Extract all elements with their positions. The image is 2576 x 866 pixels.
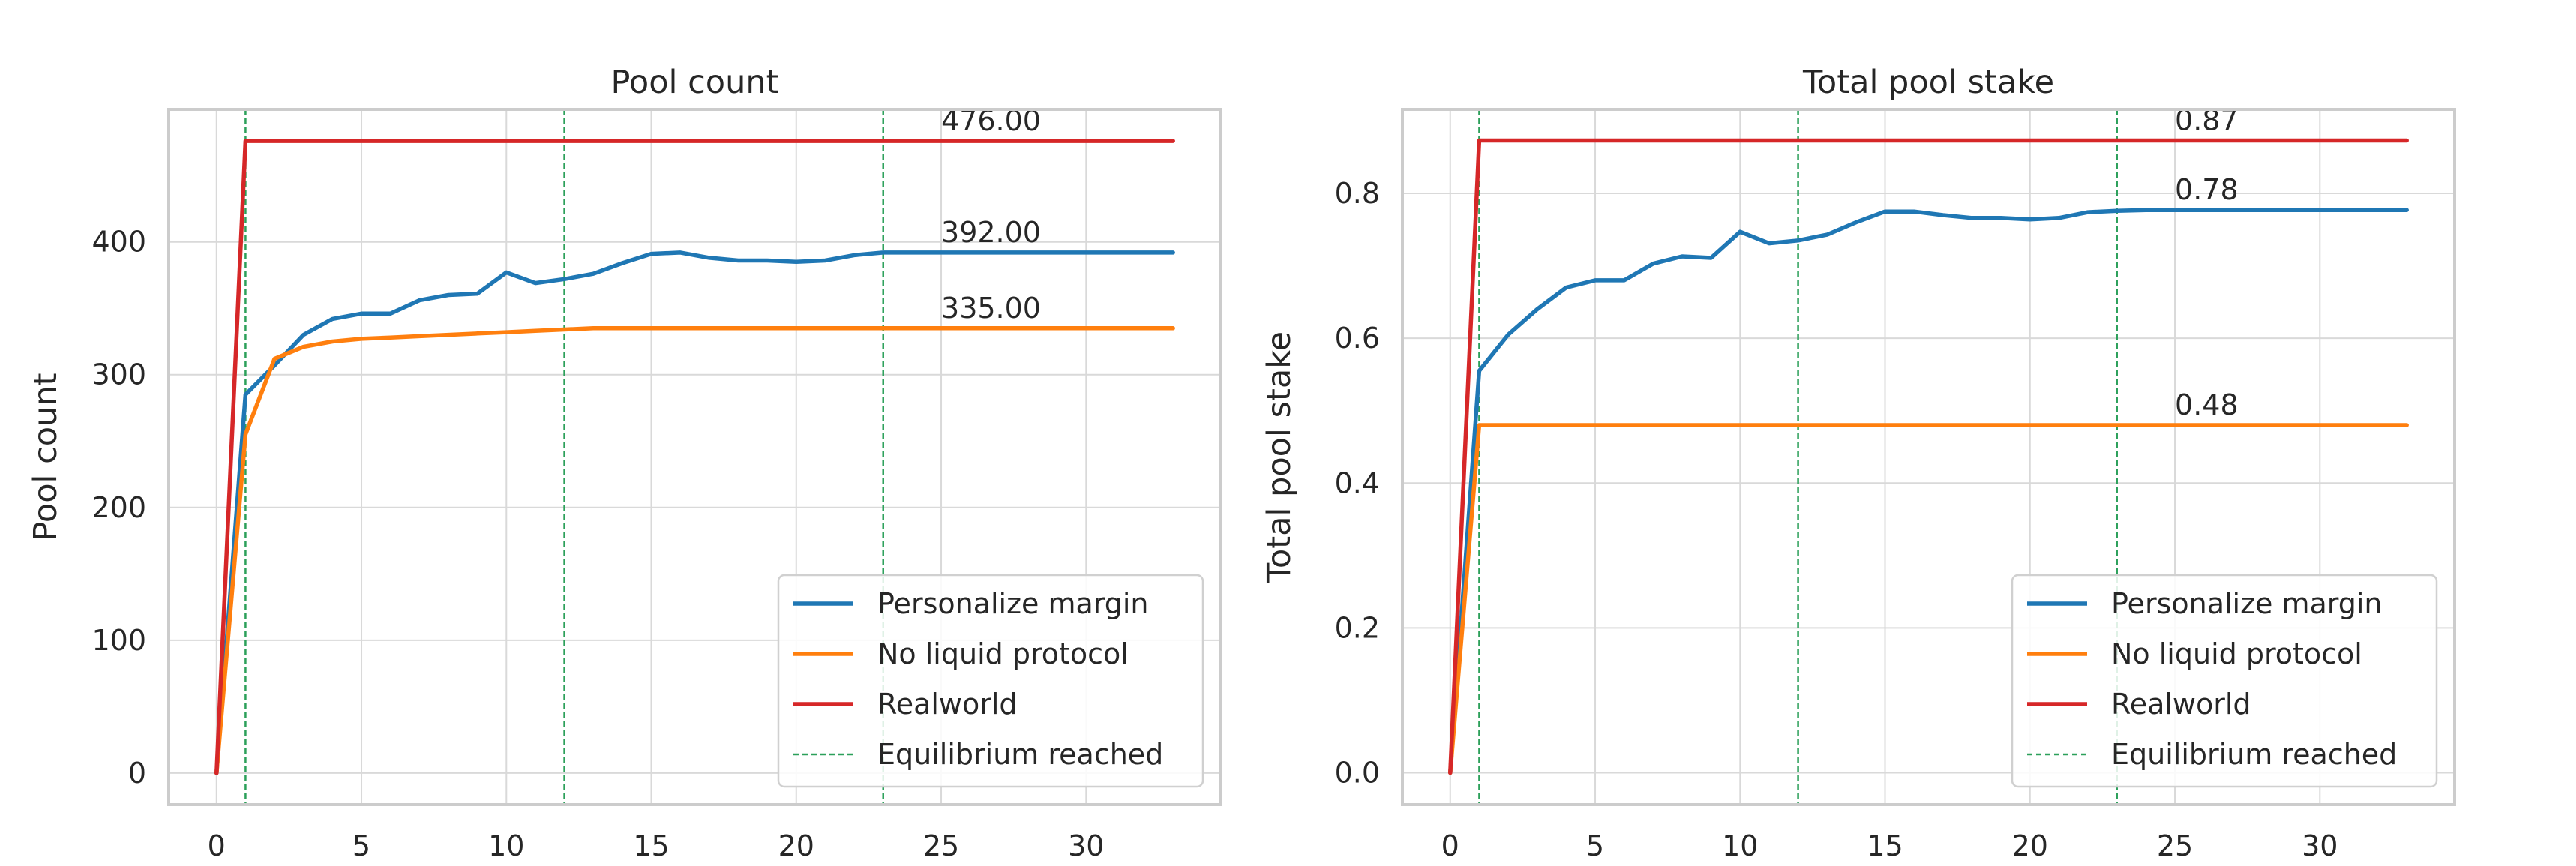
x-tick-label: 30: [1068, 829, 1104, 862]
legend: Personalize margin No liquid protocol Real…: [777, 574, 1204, 788]
y-axis-label: Total pool stake: [1261, 331, 1298, 583]
y-tick-label: 0.0: [1335, 757, 1380, 790]
chart-title: Pool count: [611, 64, 779, 101]
legend-box: [777, 574, 1204, 788]
y-tick-label: 300: [91, 358, 146, 391]
series-line-personalize-margin: [1448, 208, 2409, 775]
series-line-no-liquid-protocol: [1448, 423, 2409, 775]
y-tick-label: 200: [91, 491, 146, 524]
legend-box: [2011, 574, 2438, 788]
y-tick-label: 0.4: [1335, 466, 1380, 499]
legend-label: No liquid protocol: [2111, 637, 2362, 670]
y-tick-label: 400: [91, 226, 146, 259]
plot-frame: [1401, 108, 2456, 806]
value-annotation: 392.00: [941, 216, 1041, 249]
legend-label: Equilibrium reached: [877, 738, 1163, 771]
plot-frame: [167, 108, 1222, 806]
value-annotation: 0.78: [2175, 173, 2239, 206]
y-tick-label: 0: [128, 757, 146, 790]
value-annotation: 335.00: [941, 292, 1041, 325]
legend-label: No liquid protocol: [877, 637, 1129, 670]
x-tick-label: 25: [923, 829, 959, 862]
x-tick-label: 10: [1722, 829, 1758, 862]
x-tick-label: 0: [1441, 829, 1459, 862]
chart-panel-2: 0 5 10 15 20 25 30 0.0 0.2 0.4 0.6 0.8 Total pool st…: [1261, 64, 2456, 862]
series-line-realworld: [1448, 138, 2409, 775]
x-tick-label: 0: [208, 829, 226, 862]
x-tick-label: 5: [352, 829, 370, 862]
legend-label: Realworld: [2111, 688, 2251, 721]
legend-label: Personalize margin: [2111, 587, 2383, 620]
y-tick-label: 0.2: [1335, 611, 1380, 644]
x-tick-label: 20: [2012, 829, 2048, 862]
x-tick-label: 25: [2157, 829, 2193, 862]
x-tick-label: 15: [1867, 829, 1903, 862]
x-tick-label: 20: [778, 829, 814, 862]
legend-label: Realworld: [877, 688, 1018, 721]
x-tick-label: 5: [1586, 829, 1604, 862]
x-tick-label: 30: [2302, 829, 2338, 862]
y-tick-label: 100: [91, 624, 146, 657]
gridlines: [169, 109, 1221, 805]
series-line-no-liquid-protocol: [214, 326, 1175, 775]
x-tick-label: 15: [633, 829, 669, 862]
legend-label: Equilibrium reached: [2111, 738, 2397, 771]
series-line-realworld: [214, 139, 1175, 775]
value-annotation: 0.48: [2175, 388, 2239, 421]
chart-title: Total pool stake: [1802, 64, 2054, 101]
legend-label: Personalize margin: [877, 587, 1149, 620]
legend: Personalize margin No liquid protocol Real…: [2011, 574, 2438, 788]
x-tick-label: 10: [488, 829, 524, 862]
y-axis-label: Pool count: [27, 373, 64, 541]
y-tick-label: 0.8: [1335, 177, 1380, 210]
y-tick-label: 0.6: [1335, 322, 1380, 355]
series-line-personalize-margin: [214, 250, 1175, 775]
